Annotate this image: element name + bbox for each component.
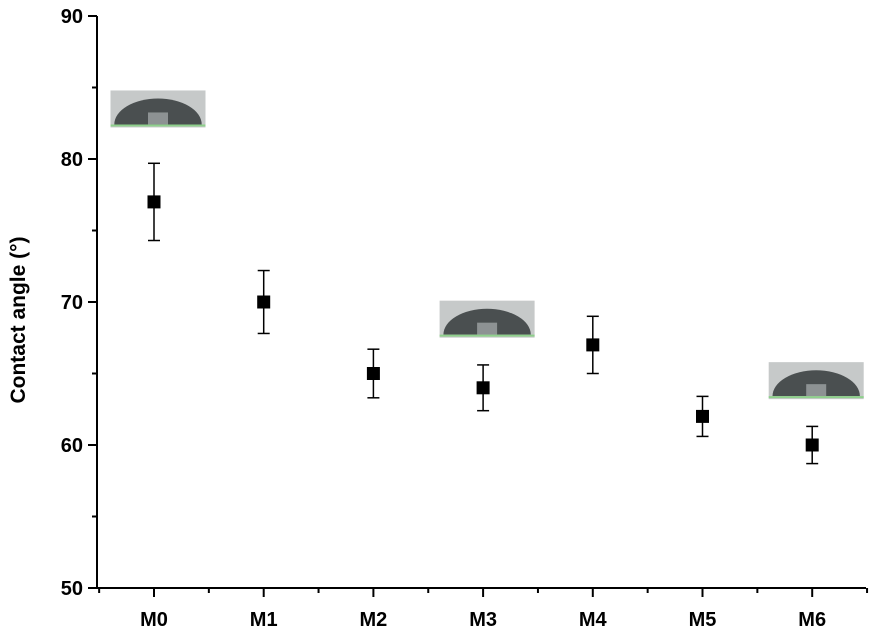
x-tick-label: M3 <box>469 609 497 631</box>
y-tick-label: 70 <box>61 292 83 314</box>
data-points <box>147 162 819 465</box>
x-tick-label: M2 <box>360 609 388 631</box>
x-tick-label: M0 <box>140 609 168 631</box>
droplet-image <box>439 300 535 338</box>
data-point-m4 <box>586 338 600 352</box>
data-point-m0 <box>147 195 161 209</box>
droplet-shape <box>114 98 202 125</box>
droplet-images <box>110 90 864 400</box>
data-point-m6 <box>805 438 819 452</box>
y-tick-label: 80 <box>61 149 83 171</box>
droplet-image <box>768 362 864 400</box>
y-ticks: 50 60 70 80 90 <box>61 6 97 600</box>
data-point-m3 <box>476 381 490 395</box>
droplet-highlight <box>806 384 827 397</box>
data-point-m2 <box>366 367 380 380</box>
y-tick-label: 90 <box>61 6 83 28</box>
droplet-highlight <box>148 112 168 125</box>
x-tick-label: M4 <box>579 609 608 631</box>
x-tick-label: M1 <box>250 609 278 631</box>
y-tick-label: 50 <box>61 578 83 600</box>
x-tick-label: M5 <box>689 609 717 631</box>
y-axis-title: Contact angle (°) <box>7 236 30 403</box>
droplet-image <box>110 90 206 128</box>
droplet-highlight <box>477 322 498 335</box>
droplet-shape <box>772 370 860 397</box>
droplet-shape <box>443 308 531 335</box>
data-point-m1 <box>257 295 271 309</box>
y-tick-label: 60 <box>61 435 83 457</box>
x-ticks: M0 M1 M2 M3 M4 M5 M6 <box>98 588 869 631</box>
data-point-m5 <box>696 409 709 423</box>
x-tick-label: M6 <box>798 609 826 631</box>
